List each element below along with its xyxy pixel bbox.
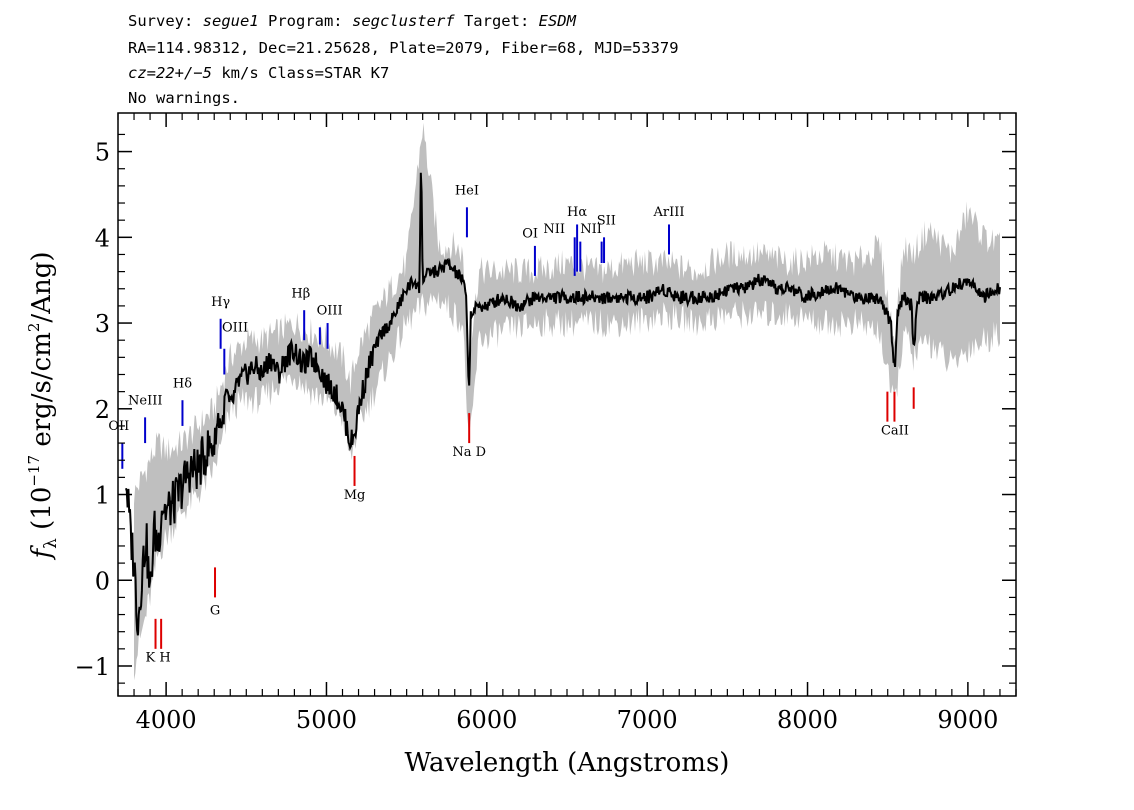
emission-label: OI bbox=[522, 226, 538, 241]
header-line-3: cz=22+/−5 km/s Class=STAR K7 bbox=[128, 63, 389, 83]
emission-label: SII bbox=[597, 213, 616, 228]
emission-label: NeIII bbox=[128, 394, 162, 409]
program-value: segclusterf bbox=[351, 12, 455, 30]
y-label-exp: −17 bbox=[25, 455, 43, 487]
x-tick-label: 4000 bbox=[136, 706, 197, 734]
y-tick-label: 5 bbox=[95, 139, 110, 167]
x-axis-label: Wavelength (Angstroms) bbox=[405, 748, 730, 778]
y-label-close: /Ang) bbox=[27, 252, 57, 323]
redshift-value: cz=22+/−5 bbox=[128, 64, 212, 82]
emission-label: HeI bbox=[455, 183, 479, 198]
y-label-exp2: 2 bbox=[25, 323, 43, 333]
header-line-1: Survey: segue1 Program: segclusterf Targ… bbox=[128, 11, 576, 31]
y-tick-label: −1 bbox=[75, 653, 110, 681]
class-info: km/s Class=STAR K7 bbox=[212, 64, 390, 82]
flux-line bbox=[125, 172, 1001, 636]
emission-label: Hβ bbox=[291, 286, 310, 301]
emission-label: NII bbox=[543, 222, 565, 237]
absorption-label: Mg bbox=[344, 488, 366, 503]
y-tick-label: 4 bbox=[95, 224, 110, 252]
tick-layer: 4000 5000 6000 7000 8000 9000 −1 0 1 2 3 4 5 bbox=[75, 113, 1017, 734]
x-tick-label: 7000 bbox=[617, 706, 678, 734]
header-line-2: RA=114.98312, Dec=21.25628, Plate=2079, … bbox=[128, 39, 679, 57]
program-label: Program: bbox=[258, 12, 352, 30]
emission-label: Hγ bbox=[211, 295, 230, 310]
x-tick-label: 5000 bbox=[296, 706, 357, 734]
emission-label: NII bbox=[580, 222, 602, 237]
y-tick-label: 2 bbox=[95, 396, 110, 424]
survey-value: segue1 bbox=[202, 12, 259, 30]
target-value: ESDM bbox=[538, 12, 576, 30]
y-tick-label: 3 bbox=[95, 310, 110, 338]
y-label-mid: erg/s/cm bbox=[27, 332, 57, 455]
y-axis-label: fλ (10−17 erg/s/cm2/Ang) bbox=[25, 252, 61, 561]
x-tick-label: 8000 bbox=[777, 706, 838, 734]
survey-label: Survey: bbox=[128, 12, 203, 30]
emission-label: Hδ bbox=[173, 376, 192, 391]
emission-label: OII bbox=[108, 419, 129, 434]
y-label-open: (10 bbox=[27, 487, 57, 539]
target-label: Target: bbox=[454, 12, 539, 30]
emission-label: OIII bbox=[222, 321, 248, 336]
x-tick-label: 9000 bbox=[937, 706, 998, 734]
x-tick-label: 6000 bbox=[456, 706, 517, 734]
flux-line-layer bbox=[125, 172, 1001, 636]
emission-label: ArIII bbox=[652, 205, 684, 220]
header-line-4: No warnings. bbox=[128, 89, 240, 107]
absorption-label: Na D bbox=[452, 445, 486, 460]
absorption-label: CaII bbox=[881, 424, 909, 439]
y-tick-label: 1 bbox=[95, 482, 110, 510]
y-label-sub: λ bbox=[41, 538, 61, 549]
absorption-label: K H bbox=[145, 651, 170, 666]
y-tick-label: 0 bbox=[95, 567, 110, 595]
emission-label: OIII bbox=[317, 303, 343, 318]
emission-label: Hα bbox=[567, 205, 587, 220]
absorption-label: G bbox=[210, 604, 220, 619]
